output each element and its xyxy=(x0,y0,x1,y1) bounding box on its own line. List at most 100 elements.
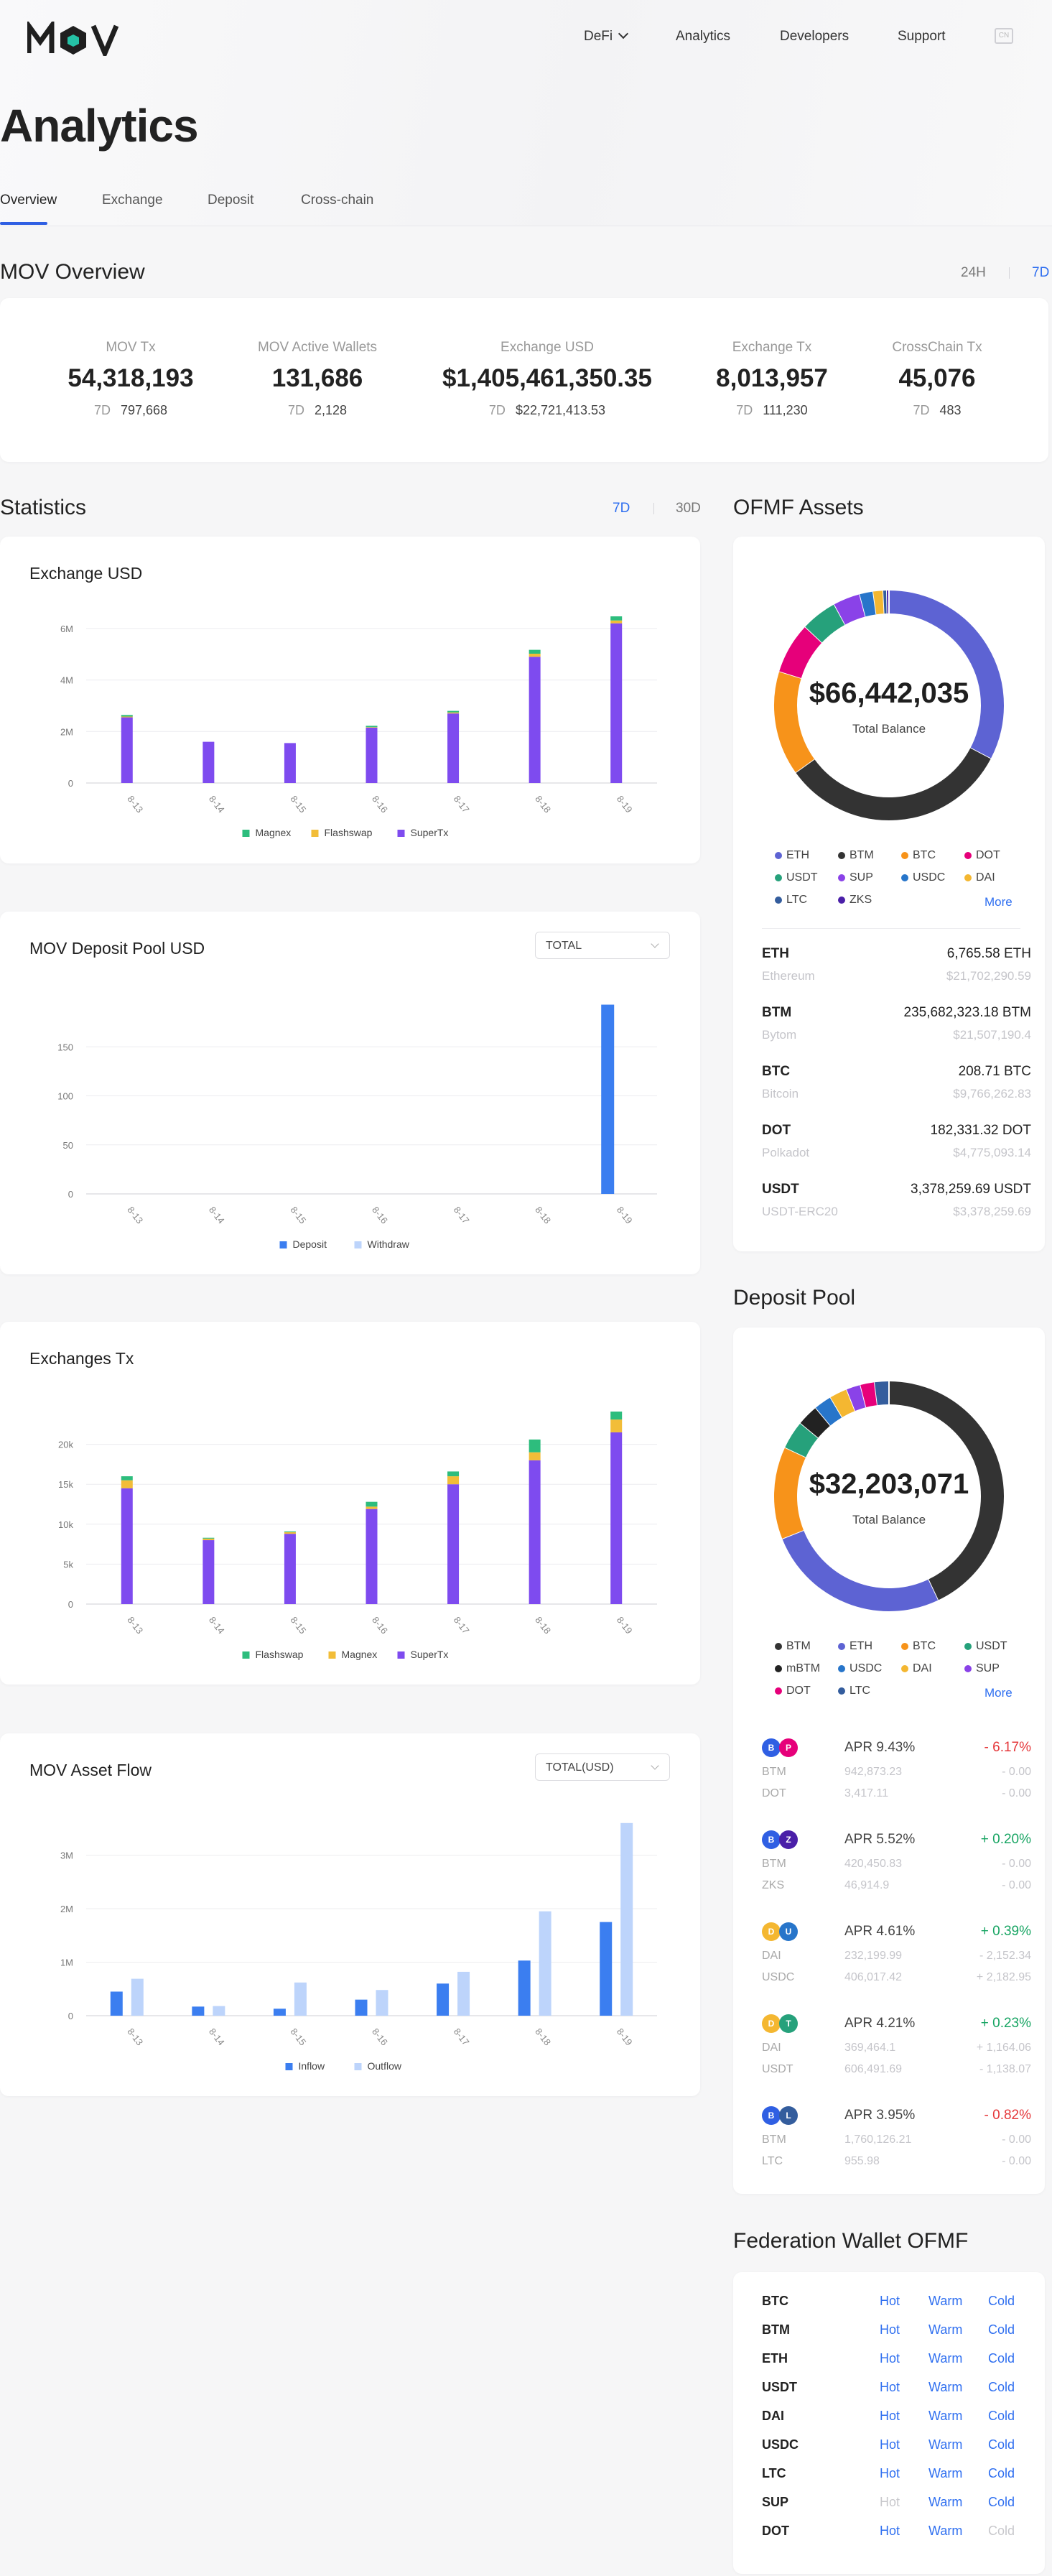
donut-slice-btc[interactable] xyxy=(774,1447,806,1539)
bar-inflow[interactable] xyxy=(110,1991,123,2016)
bar-magnex[interactable] xyxy=(529,649,541,654)
pool-item[interactable]: B L APR 3.95% - 0.82% BTM 1,760,126.21 - 0.00 L… xyxy=(762,2105,1031,2184)
legend-item-dai[interactable]: DAI xyxy=(901,1662,932,1675)
wallet-link-cold[interactable]: Cold xyxy=(988,2322,1015,2337)
stats-period-30d[interactable]: 30D xyxy=(676,501,701,516)
wallet-link-warm[interactable]: Warm xyxy=(928,2322,963,2337)
wallet-link-cold[interactable]: Cold xyxy=(988,2294,1015,2308)
bar-supertx[interactable] xyxy=(366,1509,378,1604)
bar-magnex[interactable] xyxy=(366,1506,378,1509)
bar-outflow[interactable] xyxy=(457,1971,470,2016)
wallet-link-cold[interactable]: Cold xyxy=(988,2380,1015,2394)
nav-developers[interactable]: Developers xyxy=(780,29,849,44)
legend-item-btm[interactable]: BTM xyxy=(775,1640,811,1653)
bar-supertx[interactable] xyxy=(447,1484,460,1604)
pool-item[interactable]: B P APR 9.43% - 6.17% BTM 942,873.23 - 0.00 DOT… xyxy=(762,1737,1031,1816)
donut-slice-sup[interactable] xyxy=(847,1385,867,1412)
donut-slice-ltc[interactable] xyxy=(874,1381,890,1406)
wallet-link-warm[interactable]: Warm xyxy=(928,2409,963,2423)
bar-magnex[interactable] xyxy=(610,616,623,621)
legend-item-btc[interactable]: BTC xyxy=(901,849,936,862)
nav-support[interactable]: Support xyxy=(898,29,946,44)
bar-inflow[interactable] xyxy=(273,2009,286,2016)
donut-slice-dai[interactable] xyxy=(830,1389,856,1417)
legend-item-dai[interactable]: DAI xyxy=(964,871,995,884)
asset-row-eth[interactable]: ETH 6,765.58 ETH Ethereum $21,702,290.59 xyxy=(762,946,1031,983)
legend-item-sup[interactable]: SUP xyxy=(838,871,873,884)
pool-item[interactable]: B Z APR 5.52% + 0.20% BTM 420,450.83 - 0.00 ZKS… xyxy=(762,1829,1031,1908)
bar-inflow[interactable] xyxy=(518,1960,531,2016)
wallet-link-warm[interactable]: Warm xyxy=(928,2495,963,2509)
legend-item-btm[interactable]: BTM xyxy=(838,849,874,862)
donut-slice-mbtm[interactable] xyxy=(800,1407,831,1438)
wallet-link-cold[interactable]: Cold xyxy=(988,2466,1015,2480)
bar-magnex[interactable] xyxy=(203,1538,215,1541)
donut-slice-eth[interactable] xyxy=(888,590,1004,759)
tab-overview[interactable]: Overview xyxy=(0,193,57,208)
asset-row-usdt[interactable]: USDT 3,378,259.69 USDT USDT-ERC20 $3,378,2… xyxy=(762,1182,1031,1219)
bar-flashswap[interactable] xyxy=(121,716,133,718)
tab-cross-chain[interactable]: Cross-chain xyxy=(301,193,374,208)
tab-exchange[interactable]: Exchange xyxy=(102,193,163,208)
donut-slice-dot[interactable] xyxy=(860,1382,878,1408)
wallet-link-cold[interactable]: Cold xyxy=(988,2437,1015,2452)
wallet-link-hot[interactable]: Hot xyxy=(880,2466,900,2480)
asset-row-dot[interactable]: DOT 182,331.32 DOT Polkadot $4,775,093.14 xyxy=(762,1123,1031,1160)
legend-item-mbtm[interactable]: mBTM xyxy=(775,1662,820,1675)
legend-item-usdc[interactable]: USDC xyxy=(901,871,945,884)
more-link[interactable]: More xyxy=(984,1686,1013,1700)
bar-supertx[interactable] xyxy=(529,1460,541,1604)
bar-outflow[interactable] xyxy=(539,1911,551,2016)
legend-item-ltc[interactable]: LTC xyxy=(775,894,807,907)
legend-item-usdt[interactable]: USDT xyxy=(964,1640,1007,1653)
donut-slice-btc[interactable] xyxy=(774,671,815,773)
bar-supertx[interactable] xyxy=(121,717,133,783)
legend-item-zks[interactable]: ZKS xyxy=(838,894,872,907)
wallet-link-cold[interactable]: Cold xyxy=(988,2495,1015,2509)
bar-flashswap[interactable] xyxy=(610,620,623,624)
wallet-link-hot[interactable]: Hot xyxy=(880,2524,900,2538)
legend-item-ltc[interactable]: LTC xyxy=(838,1685,870,1697)
stats-period-7d[interactable]: 7D xyxy=(613,501,630,516)
language-switch[interactable]: CN xyxy=(995,28,1013,44)
bar-flashswap[interactable] xyxy=(529,653,541,657)
donut-slice-eth[interactable] xyxy=(782,1529,939,1611)
bar-flashswap[interactable] xyxy=(366,1501,378,1507)
bar-magnex[interactable] xyxy=(529,1452,541,1460)
bar-flashswap[interactable] xyxy=(203,1537,215,1539)
donut-slice-btm[interactable] xyxy=(888,1381,1004,1600)
wallet-link-hot[interactable]: Hot xyxy=(880,2351,900,2366)
pool-item[interactable]: D U APR 4.61% + 0.39% DAI 232,199.99 - 2,152.3… xyxy=(762,1921,1031,2000)
donut-slice-btm[interactable] xyxy=(795,748,991,820)
wallet-link-warm[interactable]: Warm xyxy=(928,2466,963,2480)
bar-supertx[interactable] xyxy=(447,713,460,783)
wallet-link-hot[interactable]: Hot xyxy=(880,2380,900,2394)
donut-slice-dai[interactable] xyxy=(872,590,885,615)
donut-slice-usdt[interactable] xyxy=(805,604,846,643)
donut-slice-dot[interactable] xyxy=(779,626,822,679)
legend-item-dot[interactable]: DOT xyxy=(775,1685,811,1697)
legend-item-eth[interactable]: ETH xyxy=(775,849,809,862)
wallet-link-warm[interactable]: Warm xyxy=(928,2351,963,2366)
bar-outflow[interactable] xyxy=(213,2006,225,2016)
bar-flashswap[interactable] xyxy=(529,1439,541,1453)
donut-slice-usdc[interactable] xyxy=(860,591,877,617)
legend-item-usdc[interactable]: USDC xyxy=(838,1662,882,1675)
bar-magnex[interactable] xyxy=(284,1532,296,1534)
donut-slice-usdc[interactable] xyxy=(816,1397,843,1426)
nav-defi[interactable]: DeFi xyxy=(584,29,627,45)
asset-row-btc[interactable]: BTC 208.71 BTC Bitcoin $9,766,262.83 xyxy=(762,1064,1031,1101)
donut-slice-usdt[interactable] xyxy=(785,1423,819,1458)
legend-item-usdt[interactable]: USDT xyxy=(775,871,818,884)
nav-analytics[interactable]: Analytics xyxy=(676,29,731,44)
bar-supertx[interactable] xyxy=(284,1534,296,1604)
bar-supertx[interactable] xyxy=(203,741,215,783)
legend-item-dot[interactable]: DOT xyxy=(964,849,1000,862)
period-7d[interactable]: 7D xyxy=(1032,265,1050,280)
wallet-link-cold[interactable]: Cold xyxy=(988,2351,1015,2366)
wallet-link-cold[interactable]: Cold xyxy=(988,2409,1015,2423)
period-24h[interactable]: 24H xyxy=(961,265,986,280)
bar-outflow[interactable] xyxy=(620,1822,633,2016)
bar-supertx[interactable] xyxy=(610,623,623,783)
bar-outflow[interactable] xyxy=(376,1990,388,2016)
